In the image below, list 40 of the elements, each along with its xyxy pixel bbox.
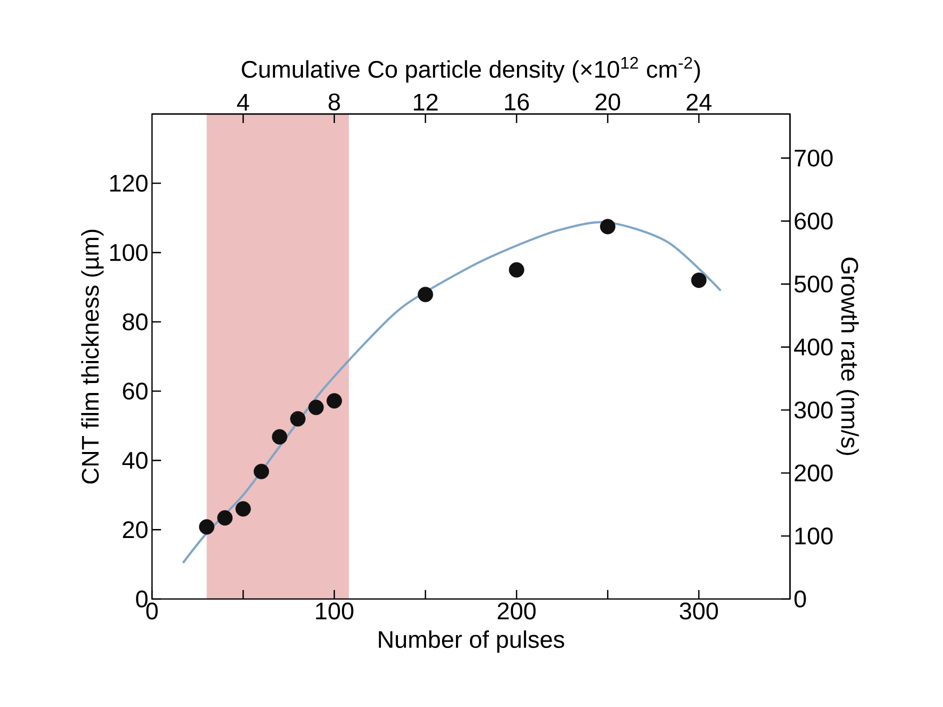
x2-axis-title: Cumulative Co particle density (×10$^{12}$ cm$^{-2}$) [242, 56, 700, 83]
y2-tick-label: 600 [794, 212, 833, 230]
y2-tick-label: 100 [795, 528, 833, 544]
point [691, 272, 707, 288]
x2-tick-label: 4 [237, 94, 250, 110]
y-tick-label: 0 [136, 590, 148, 608]
y-tick-label: 100 [110, 244, 148, 262]
point [217, 510, 233, 526]
x-tick-label: 200 [498, 602, 536, 620]
x2-tick-label: 8 [328, 93, 340, 110]
y2-tick-label: 300 [794, 402, 833, 419]
point [198, 519, 214, 535]
y-tick-label: 40 [122, 452, 148, 469]
x2-tick-label: 20 [596, 93, 620, 110]
point [235, 501, 251, 517]
y2-axis-title: Growth rate (nm/s) [836, 258, 859, 455]
y-tick-label: 80 [122, 313, 148, 330]
y-tick-label: 20 [122, 521, 148, 538]
x2-tick-label: 24 [686, 94, 712, 110]
y-tick-label: 60 [123, 382, 148, 400]
point [254, 464, 270, 480]
y2-tick-label: 400 [794, 338, 833, 356]
y-tick-label: 120 [110, 174, 148, 192]
y2-tick-label: 0 [794, 590, 806, 608]
x-axis-title: Number of pulses [378, 630, 564, 653]
point [418, 286, 434, 302]
point [272, 429, 288, 445]
point [508, 262, 524, 278]
x-tick-label: 300 [680, 602, 718, 620]
point [290, 411, 306, 427]
y2-tick-label: 700 [794, 150, 833, 167]
x-tick-label: 100 [316, 602, 354, 620]
point [308, 400, 324, 416]
point [600, 218, 616, 234]
y2-tick-label: 500 [794, 276, 833, 293]
y-axis-title: CNT film thickness (µm) [81, 230, 104, 484]
x2-tick-label: 16 [505, 93, 529, 110]
y2-tick-label: 200 [794, 464, 833, 482]
x2-tick-label: 12 [414, 94, 438, 110]
point [326, 393, 342, 409]
